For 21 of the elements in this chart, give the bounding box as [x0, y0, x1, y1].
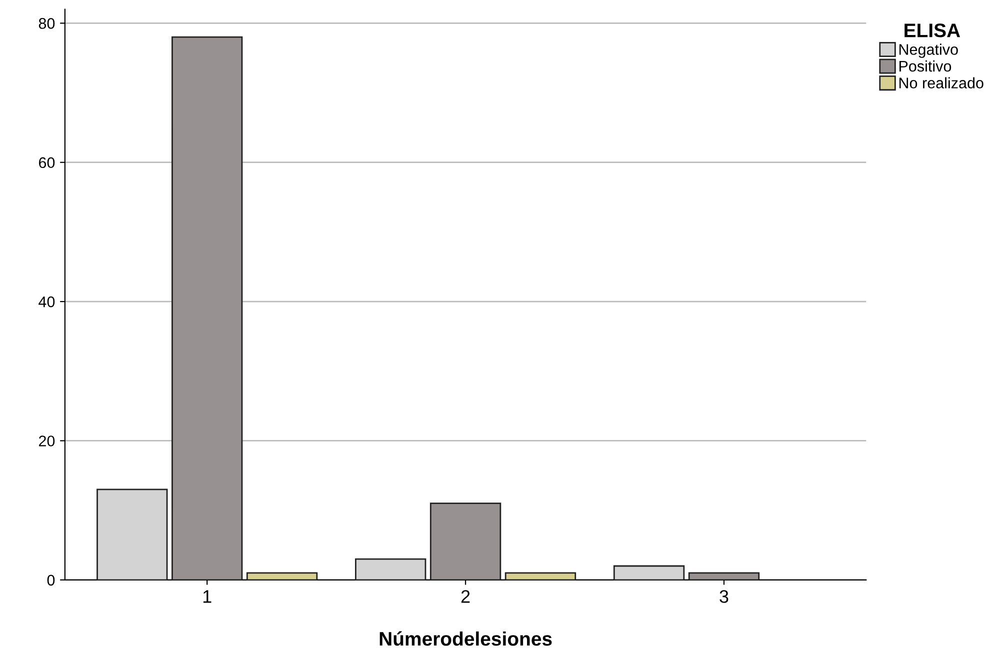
- bar: [354, 558, 426, 580]
- bar: [430, 502, 502, 580]
- bar: [613, 565, 685, 580]
- y-tick-label: 40: [38, 296, 55, 308]
- bar: [246, 572, 318, 580]
- legend-title: ELISA: [904, 24, 960, 38]
- x-tick-label: 3: [720, 590, 728, 603]
- x-axis-title: Númerodelesiones: [380, 631, 552, 646]
- bar: [688, 572, 760, 580]
- x-tick-label: 1: [203, 590, 212, 603]
- legend-label: No realizado: [899, 77, 984, 88]
- legend-label: Negativo: [899, 44, 958, 58]
- x-tick-label: 2: [461, 590, 470, 603]
- bar: [504, 572, 576, 580]
- legend-label: Positivo: [899, 60, 952, 72]
- y-tick-label: 20: [38, 436, 55, 446]
- y-tick-label: 60: [38, 157, 55, 168]
- bar: [171, 36, 243, 580]
- y-tick-label: 80: [38, 18, 55, 29]
- y-tick-label: 0: [47, 574, 55, 586]
- bar: [96, 488, 168, 580]
